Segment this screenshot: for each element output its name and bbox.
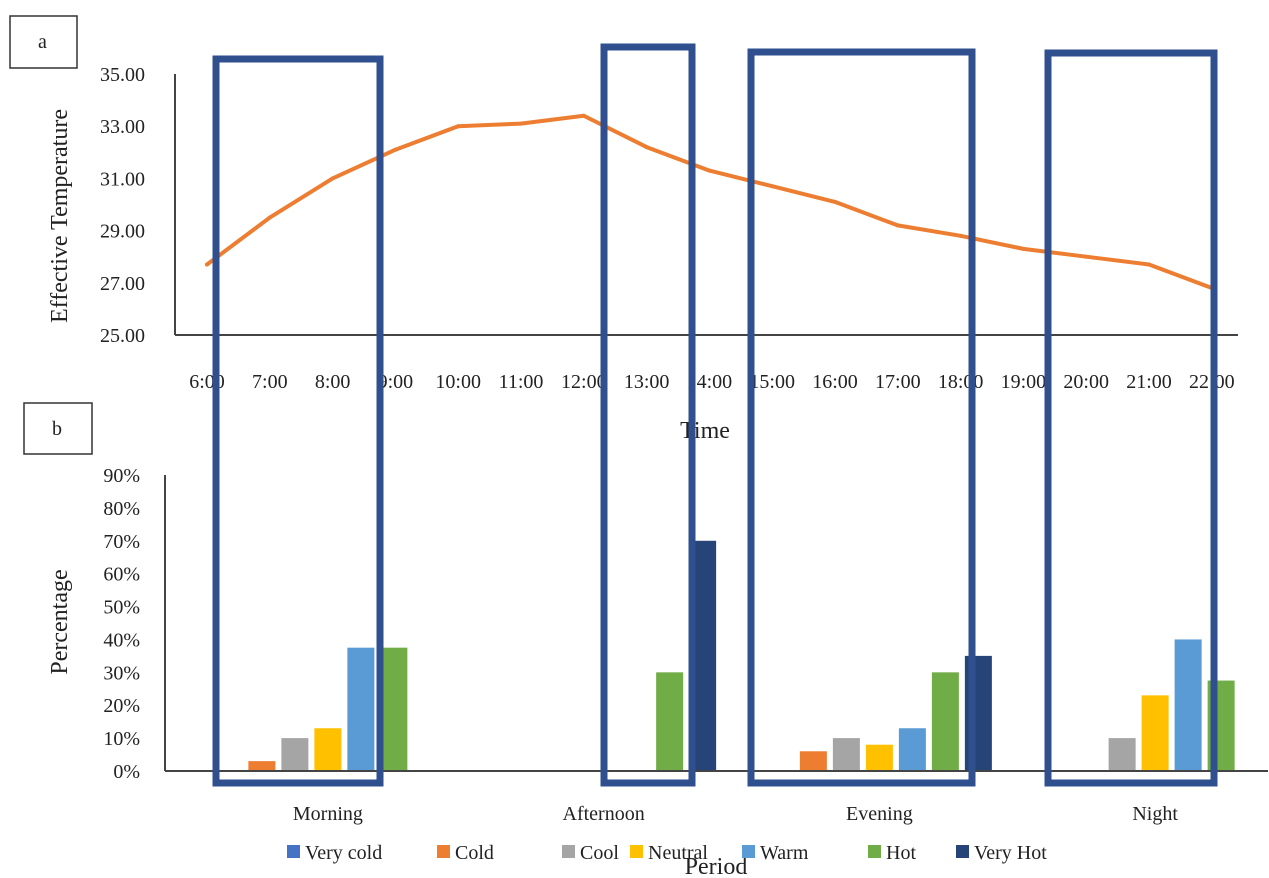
temperature-point [393, 147, 398, 152]
temperature-point [519, 121, 523, 126]
chart-b-y-tick-label: 90% [103, 465, 140, 487]
chart-b-y-tick-label: 0% [113, 761, 140, 783]
bar [1174, 639, 1202, 771]
legend-swatch [742, 845, 755, 858]
temperature-point [1147, 262, 1151, 267]
highlight-box [212, 55, 384, 787]
legend-swatch [956, 845, 969, 858]
temperature-point [267, 215, 272, 220]
chart-a-y-tick-label: 27.00 [100, 273, 145, 295]
chart-a-x-tick-label: 15:00 [749, 371, 795, 393]
chart-a-x-tick-label: 12:00 [561, 371, 607, 393]
temperature-point [958, 233, 963, 238]
chart-a-x-tick-label: 13:00 [624, 371, 670, 393]
chart-b-y-tick-label: 10% [103, 728, 140, 750]
bar [380, 647, 408, 771]
panel-b-label-text: b [52, 418, 62, 440]
temperature-point [205, 262, 209, 267]
temperature-point [581, 113, 586, 118]
chart-b-y-tick-label: 40% [103, 629, 140, 651]
bar [865, 744, 893, 771]
bar [1141, 695, 1169, 771]
temperature-point [644, 145, 649, 150]
chart-a-y-tick-label: 25.00 [100, 325, 145, 347]
legend-entry: Very Hot [974, 842, 1047, 864]
chart-a-x-tick-label: 21:00 [1126, 371, 1172, 393]
legend: Very cold Cold Cool Neutral Warm Hot Very Hot [287, 842, 1047, 864]
bar [931, 672, 959, 771]
temperature-point [707, 168, 712, 173]
chart-b-category-label: Afternoon [563, 803, 645, 825]
bar [1108, 738, 1136, 771]
chart-a-x-tick-label: 18:00 [938, 371, 984, 393]
bar [347, 647, 375, 771]
temperature-point [833, 199, 837, 204]
legend-swatch [868, 845, 881, 858]
temperature-point [1084, 254, 1089, 259]
temperature-point [770, 184, 775, 189]
chart-a-x-tick-label: 9:00 [378, 371, 414, 393]
chart-b-category-label: Morning [293, 803, 363, 825]
panel-a-label: a [9, 15, 78, 69]
legend-swatch [287, 845, 300, 858]
chart-b-y-tick-label: 60% [103, 564, 140, 586]
bar [248, 761, 276, 771]
chart-a-x-tick-label: 8:00 [315, 371, 351, 393]
chart-b-ylabel: Percentage [47, 569, 73, 674]
temperature-point [1021, 246, 1026, 251]
chart-b-y-tick-label: 20% [103, 695, 140, 717]
legend-swatch [437, 845, 450, 858]
bar [281, 738, 309, 771]
percentage-bar-chart: 0% 10% 20% 30% 40% 50% 60% 70% 80% 90% Morning Afte… [103, 465, 1268, 825]
temperature-series-line [205, 113, 1214, 291]
temperature-point [895, 223, 900, 228]
chart-b-y-tick-label: 70% [103, 531, 140, 553]
bar [314, 728, 342, 771]
temperature-point [330, 176, 335, 181]
bar [799, 751, 827, 771]
chart-a-y-tick-label: 31.00 [100, 168, 145, 190]
chart-b-y-tick-label: 80% [103, 498, 140, 520]
legend-entry: Cool [580, 842, 619, 864]
highlight-boxes [212, 43, 1218, 787]
highlight-box [1044, 49, 1218, 787]
legend-entry: Cold [455, 842, 494, 864]
legend-swatch [562, 845, 575, 858]
panel-a-label-text: a [38, 31, 47, 53]
chart-a-x-tick-label: 19:00 [1001, 371, 1047, 393]
legend-entry: Neutral [648, 842, 708, 864]
chart-b-y-tick-label: 50% [103, 597, 140, 619]
chart-a-x-tick-label: 20:00 [1063, 371, 1109, 393]
bar [656, 672, 684, 771]
legend-entry: Warm [760, 842, 809, 864]
highlight-box [600, 43, 696, 787]
chart-a-x-tick-label: 16:00 [812, 371, 858, 393]
highlight-box [747, 48, 976, 787]
legend-swatch [630, 845, 643, 858]
chart-a-x-tick-label: 10:00 [435, 371, 481, 393]
chart-a-x-tick-label: 7:00 [252, 371, 288, 393]
chart-b-category-label: Night [1132, 803, 1178, 825]
chart-b-category-label: Evening [846, 803, 913, 825]
legend-entry: Very cold [305, 842, 382, 864]
temperature-point [456, 124, 461, 129]
legend-entry: Hot [886, 842, 916, 864]
panel-b-label: b [23, 402, 93, 455]
chart-a-xlabel: Time [680, 418, 730, 444]
chart-b-y-tick-label: 30% [103, 662, 140, 684]
chart-a-y-tick-label: 35.00 [100, 64, 145, 86]
bar [898, 728, 926, 771]
chart-a-y-tick-label: 29.00 [100, 221, 145, 243]
bar [832, 738, 860, 771]
chart-a-x-tick-label: 17:00 [875, 371, 921, 393]
chart-a-x-tick-label: 14:00 [687, 371, 733, 393]
chart-b-xlabel: Period [685, 854, 748, 878]
chart-a-x-tick-label: 11:00 [499, 371, 544, 393]
chart-a-ylabel: Effective Temperature [47, 109, 73, 323]
chart-a-y-tick-label: 33.00 [100, 116, 145, 138]
